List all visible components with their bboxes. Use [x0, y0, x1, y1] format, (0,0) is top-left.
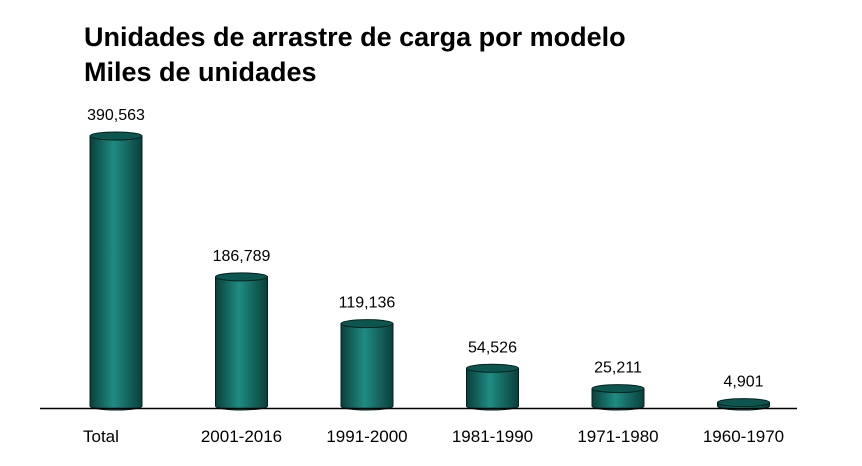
bar-top — [215, 272, 268, 282]
bar-top — [466, 363, 519, 373]
bar-body — [591, 388, 645, 411]
x-tick-labels: Total 2001-2016 1991-2000 1981-1990 1971-198… — [83, 427, 784, 446]
bar-Total — [89, 131, 143, 411]
bar-body — [340, 323, 394, 411]
data-label: 119,136 — [339, 295, 396, 312]
bar-1981-1990 — [466, 363, 519, 411]
x-tick-label: 1971-1980 — [577, 427, 658, 446]
bar-top — [340, 319, 394, 329]
x-tick-label: Total — [83, 427, 119, 446]
chart-title: Unidades de arrastre de carga por modelo — [84, 22, 626, 52]
bar-1971-1980 — [591, 384, 645, 411]
bar-1991-2000 — [340, 319, 394, 411]
bar-body — [89, 135, 143, 411]
bar-body — [466, 367, 519, 411]
data-label: 25,211 — [594, 360, 642, 377]
bar-2001-2016 — [215, 272, 268, 411]
bar-body — [215, 276, 268, 411]
x-tick-label: 1960-1970 — [703, 427, 784, 446]
chart-subtitle: Miles de unidades — [84, 57, 317, 87]
bar-top — [717, 398, 770, 408]
bar-top — [591, 384, 645, 394]
data-label: 54,526 — [468, 339, 517, 356]
x-tick-label: 1981-1990 — [452, 427, 533, 446]
data-label: 4,901 — [723, 374, 763, 391]
bars-group: 390,563 186,789 119,136 54,526 25,211 4,901 — [87, 107, 770, 411]
data-label: 186,789 — [213, 248, 271, 265]
data-label: 390,563 — [87, 107, 145, 124]
x-tick-label: 2001-2016 — [201, 427, 282, 446]
bar-top — [89, 131, 143, 141]
x-tick-label: 1991-2000 — [326, 427, 407, 446]
